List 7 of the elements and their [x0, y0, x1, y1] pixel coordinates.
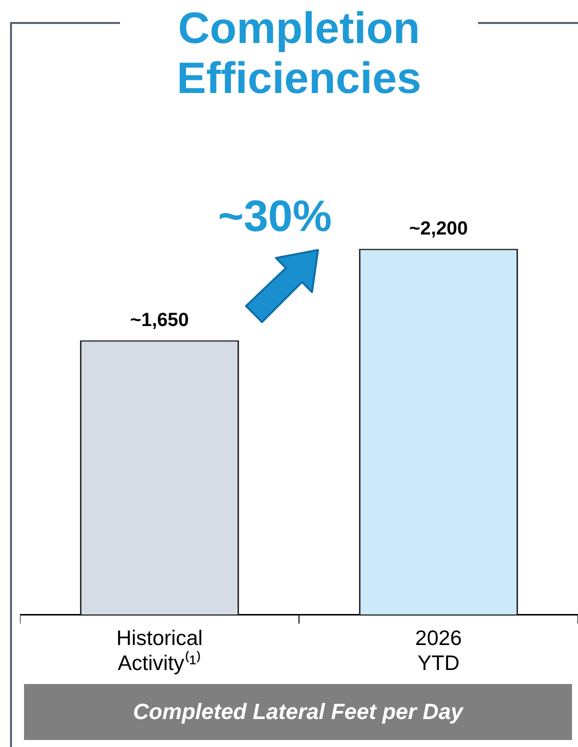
x-tick-label: Historical Activity⁽¹⁾: [116, 626, 203, 676]
data-label: ~2,200: [409, 218, 468, 240]
chart-title: Completion Efficiencies: [176, 4, 422, 104]
data-label: ~1,650: [130, 310, 189, 331]
text: ~30%: [218, 192, 332, 242]
x-tick-label: 2026 YTD: [415, 626, 462, 676]
x-axis-title: Completed Lateral Feet per Day: [24, 684, 572, 740]
